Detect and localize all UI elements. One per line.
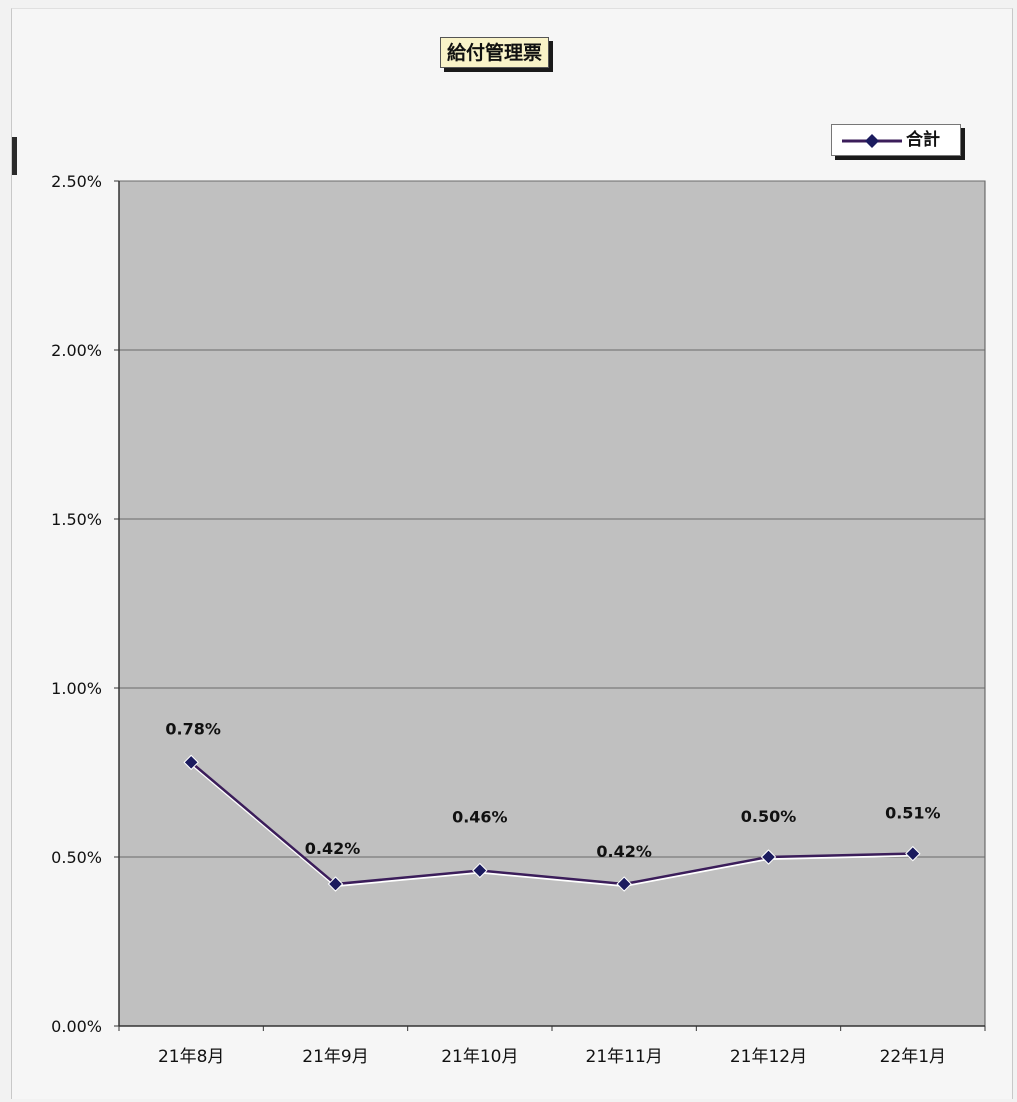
data-point-marker xyxy=(183,754,199,771)
x-tick-label: 21年8月 xyxy=(158,1047,224,1067)
y-tick-label: 0.50% xyxy=(51,848,102,867)
data-label: 0.42% xyxy=(305,839,361,858)
y-tick-label: 2.50% xyxy=(51,172,102,191)
y-tick-label: 1.00% xyxy=(51,679,102,698)
plot-area xyxy=(118,180,986,1027)
x-tick-label: 21年10月 xyxy=(441,1047,518,1067)
legend: 合計 xyxy=(831,124,961,156)
legend-series-label: 合計 xyxy=(906,130,940,150)
series-line xyxy=(190,761,913,886)
data-label: 0.78% xyxy=(165,719,221,738)
data-label: 0.46% xyxy=(452,808,508,827)
y-tick-label: 0.00% xyxy=(51,1017,102,1036)
legend-line-marker-icon xyxy=(842,134,902,148)
y-tick-label: 2.00% xyxy=(51,341,102,360)
data-point-marker xyxy=(472,862,488,879)
edge-marker xyxy=(12,137,17,175)
data-point-marker xyxy=(327,876,344,892)
x-tick-label: 21年12月 xyxy=(730,1047,807,1067)
data-point-marker xyxy=(616,876,632,892)
x-tick-label: 21年11月 xyxy=(586,1047,663,1067)
data-label: 0.51% xyxy=(885,804,941,823)
x-tick-label: 22年1月 xyxy=(880,1047,946,1067)
data-label: 0.42% xyxy=(596,842,652,861)
data-point-marker xyxy=(760,849,777,865)
chart-title: 給付管理票 xyxy=(440,37,550,68)
data-label: 0.50% xyxy=(741,807,797,826)
x-tick-label: 21年9月 xyxy=(302,1047,368,1067)
data-point-marker xyxy=(905,845,921,862)
y-tick-label: 1.50% xyxy=(51,510,102,529)
series-line-highlight xyxy=(190,763,913,888)
